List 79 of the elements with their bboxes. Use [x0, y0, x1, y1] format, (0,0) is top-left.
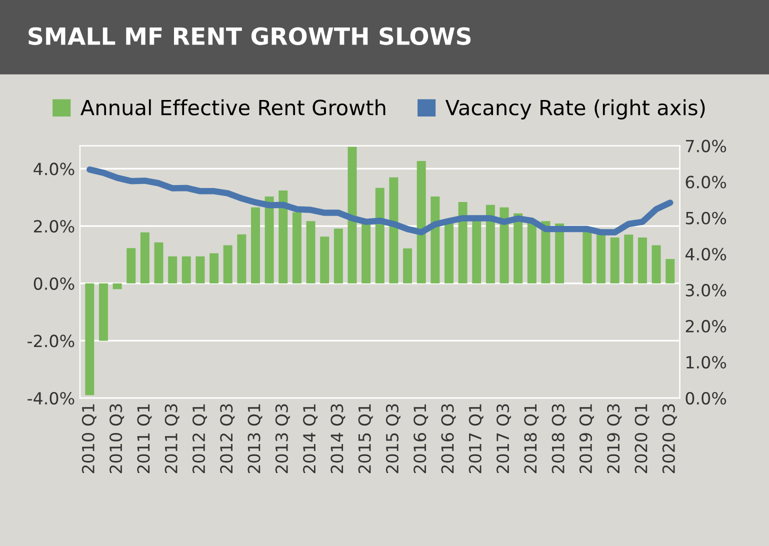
bar	[527, 222, 536, 284]
bar	[638, 238, 647, 284]
bar	[458, 202, 468, 284]
x-tick-label: 2017 Q1	[468, 404, 484, 474]
bar	[140, 232, 150, 284]
bar	[223, 245, 232, 284]
bar	[182, 256, 191, 284]
y2-tick-label: 3.0%	[686, 284, 726, 296]
y-tick-label: -4.0%	[28, 392, 74, 405]
y2-tick-label: 4.0%	[685, 248, 726, 260]
bar	[278, 190, 288, 284]
y-tick-label: 4.0%	[34, 162, 74, 176]
x-tick-label: 2014 Q3	[330, 404, 346, 474]
bar	[555, 223, 564, 284]
bar	[403, 248, 412, 284]
bar	[126, 248, 136, 284]
x-tick-label: 2013 Q1	[248, 404, 262, 474]
bar	[624, 234, 634, 284]
y2-tick-label: 7.0%	[686, 140, 726, 152]
bar	[85, 283, 94, 396]
bar	[596, 234, 606, 284]
x-tick-label: 2012 Q1	[192, 404, 207, 474]
x-tick-label: 2020 Q1	[634, 404, 650, 474]
x-tick-label: 2015 Q3	[386, 404, 400, 474]
bar	[292, 212, 302, 284]
bar	[362, 223, 371, 284]
y-tick-label: -2.0%	[28, 334, 74, 348]
bar	[375, 188, 384, 284]
y-tick-label: 0.0%	[34, 277, 74, 290]
bar	[430, 196, 440, 284]
y-tick-label: 2.0%	[34, 220, 74, 233]
y2-tick-label: 0.0%	[686, 392, 726, 405]
chart-title: SMALL MF RENT GROWTH SLOWS	[28, 27, 471, 46]
bar	[320, 236, 330, 284]
x-tick-label: 2016 Q3	[441, 404, 456, 474]
bar	[652, 245, 661, 284]
bar	[98, 283, 108, 341]
x-tick-label: 2011 Q1	[137, 404, 152, 474]
y2-tick-label: 5.0%	[686, 212, 726, 224]
x-tick-label: 2019 Q3	[607, 404, 622, 474]
x-tick-label: 2019 Q1	[579, 404, 594, 474]
y2-tick-label: 2.0%	[686, 320, 726, 333]
bar	[168, 256, 178, 284]
bar	[251, 207, 260, 284]
bar	[666, 259, 675, 284]
bar	[472, 220, 482, 284]
y2-tick-label: 1.0%	[686, 356, 726, 369]
bar	[486, 204, 495, 284]
x-tick-label: 2017 Q3	[496, 404, 512, 474]
x-tick-label: 2013 Q3	[275, 404, 290, 474]
x-tick-label: 2014 Q1	[303, 404, 318, 474]
x-tick-label: 2015 Q1	[358, 404, 373, 474]
bar	[514, 213, 523, 284]
x-tick-label: 2011 Q3	[164, 404, 180, 474]
x-tick-label: 2016 Q1	[414, 404, 428, 474]
bar	[237, 234, 246, 284]
bar	[348, 146, 357, 284]
legend-label: Annual Effective Rent Growth	[80, 99, 386, 116]
x-tick-label: 2010 Q3	[110, 404, 124, 474]
y2-tick-label: 6.0%	[686, 176, 726, 188]
x-tick-label: 2018 Q1	[524, 404, 539, 474]
bar	[196, 256, 205, 284]
bar	[582, 230, 592, 284]
bar	[444, 222, 454, 284]
x-tick-label: 2010 Q1	[82, 404, 96, 474]
x-tick-label: 2020 Q3	[662, 404, 677, 474]
x-tick-label: 2012 Q3	[220, 404, 235, 474]
bar	[210, 253, 219, 284]
bar	[154, 242, 164, 284]
bar	[334, 228, 343, 284]
x-tick-label: 2018 Q3	[552, 404, 566, 474]
bar	[389, 177, 398, 284]
legend-label: Vacancy Rate (right axis)	[445, 99, 705, 120]
bar	[264, 196, 274, 284]
bar	[112, 283, 122, 290]
bar	[610, 238, 620, 284]
bar	[500, 207, 509, 284]
bar	[416, 160, 426, 284]
bar	[306, 221, 316, 284]
